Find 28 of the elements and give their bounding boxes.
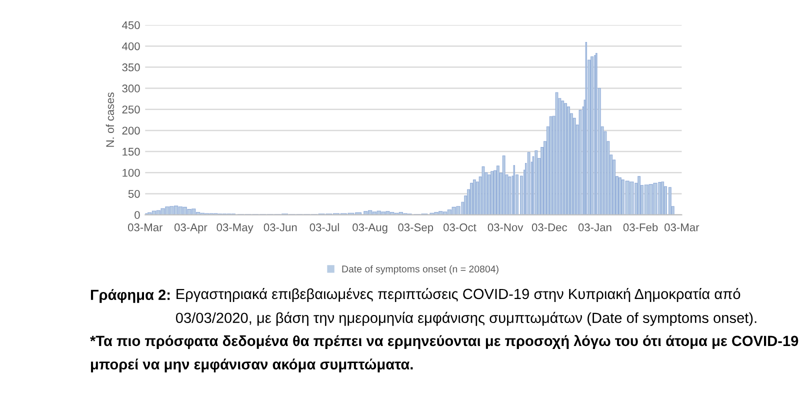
y-tick-label: 200	[122, 126, 140, 135]
x-tick-label: 03-Sep	[398, 223, 434, 234]
text: *Τα πιο πρόσφατα δεδομένα θα πρέπει να ερμηνεύονται με προσοχή λόγω του ότι άτομα με COVID-19 μπορεί να μην εμφάνισαν ακόμα συμπτώματα.	[90, 335, 798, 372]
y-tick-label: 100	[122, 168, 140, 177]
y-tick-label: 350	[122, 63, 140, 72]
y-tick-label: 0	[134, 211, 140, 219]
x-tick-label: 03-May	[216, 223, 254, 234]
x-tick-label: 03-Feb	[623, 223, 658, 232]
x-tick-label: 03-Dec	[532, 223, 568, 232]
y-tick-label: 250	[122, 106, 140, 114]
y-axis-title: N. of cases	[106, 92, 114, 147]
x-tick-label: 03-Mar	[128, 223, 163, 232]
x-tick-label: 03-Jul	[310, 223, 339, 232]
x-tick-label: 03-Nov	[488, 223, 524, 232]
y-tick-label: 50	[128, 190, 140, 198]
y-tick-label: 150	[122, 148, 140, 156]
y-tick-label: 450	[122, 21, 140, 30]
x-tick-label: 03-Mar	[664, 223, 700, 232]
y-tick-label: 400	[122, 42, 140, 50]
y-tick-label: 300	[122, 84, 140, 92]
x-tick-label: 03-Apr	[174, 223, 208, 234]
x-tick-label: 03-Jun	[264, 223, 297, 232]
text: Εργαστηριακά επιβεβαιωμένες περιπτώσεις COVID-19 στην Κυπριακή Δημοκρατία από 03/03/2020, με βάση την ημερομηνία εμφάνισης συμπτωμάτων (Date of symptoms onset).	[176, 288, 756, 326]
text: Γράφημα 2:	[90, 289, 170, 303]
x-tick-label: 03-Jan	[578, 223, 612, 232]
x-tick-label: 03-Aug	[352, 223, 388, 234]
x-tick-label: 03-Oct	[444, 223, 476, 232]
legend-label: Date of symptoms onset (n = 20804)	[342, 265, 498, 274]
